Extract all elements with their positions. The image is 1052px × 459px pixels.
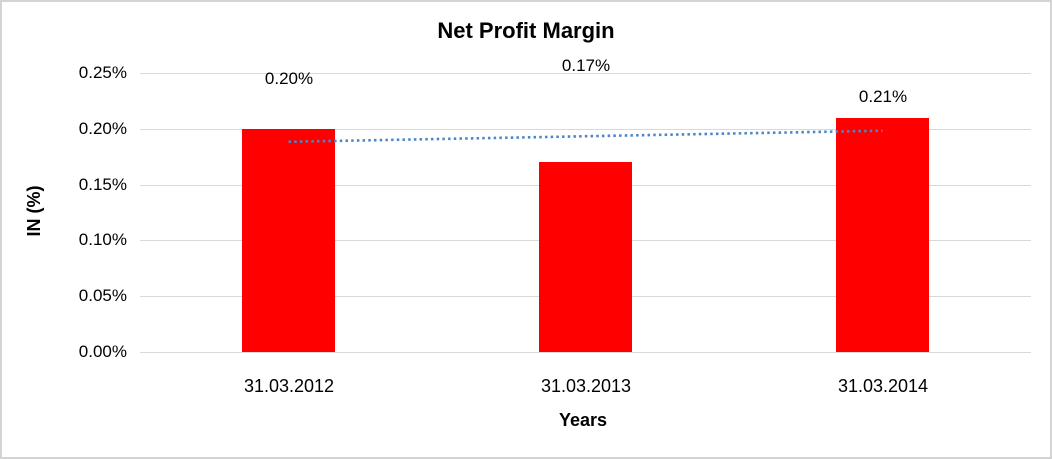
y-tick-label: 0.15% — [78, 175, 127, 194]
chart-title: Net Profit Margin — [437, 18, 615, 43]
bar — [539, 162, 632, 352]
y-axis-title: IN (%) — [24, 185, 44, 237]
bar-value-label: 0.21% — [858, 87, 908, 106]
y-tick-label: 0.25% — [78, 63, 127, 82]
bar-value-label: 0.17% — [561, 56, 611, 75]
y-tick-label: 0.00% — [78, 342, 127, 361]
gridline — [140, 73, 1031, 74]
x-category-label: 31.03.2014 — [837, 376, 929, 396]
bar-value-label: 0.20% — [264, 69, 314, 88]
x-category-label: 31.03.2013 — [540, 376, 632, 396]
y-tick-label: 0.20% — [78, 119, 127, 138]
bar — [242, 129, 335, 352]
gridline — [140, 352, 1031, 353]
bar — [836, 118, 929, 352]
y-tick-label: 0.05% — [78, 286, 127, 305]
x-category-label: 31.03.2012 — [243, 376, 335, 396]
y-tick-label: 0.10% — [78, 230, 127, 249]
x-axis-title: Years — [558, 410, 608, 430]
trendline — [288, 129, 883, 144]
